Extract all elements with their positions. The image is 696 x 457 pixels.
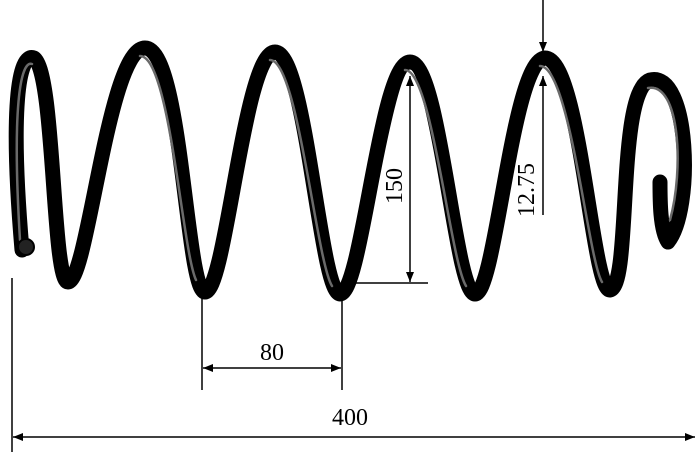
dimension-length: 400: [11, 278, 695, 452]
dimension-pitch: 80: [201, 298, 343, 390]
dimension-label: 12.75: [514, 163, 540, 217]
dimension-label: 80: [260, 340, 284, 366]
dimension-label: 150: [382, 168, 408, 204]
dimension-label: 400: [332, 405, 368, 431]
dimension-height: 150: [345, 76, 428, 284]
spring: [8, 40, 692, 302]
dimension-wire: 12.75: [514, 0, 547, 217]
